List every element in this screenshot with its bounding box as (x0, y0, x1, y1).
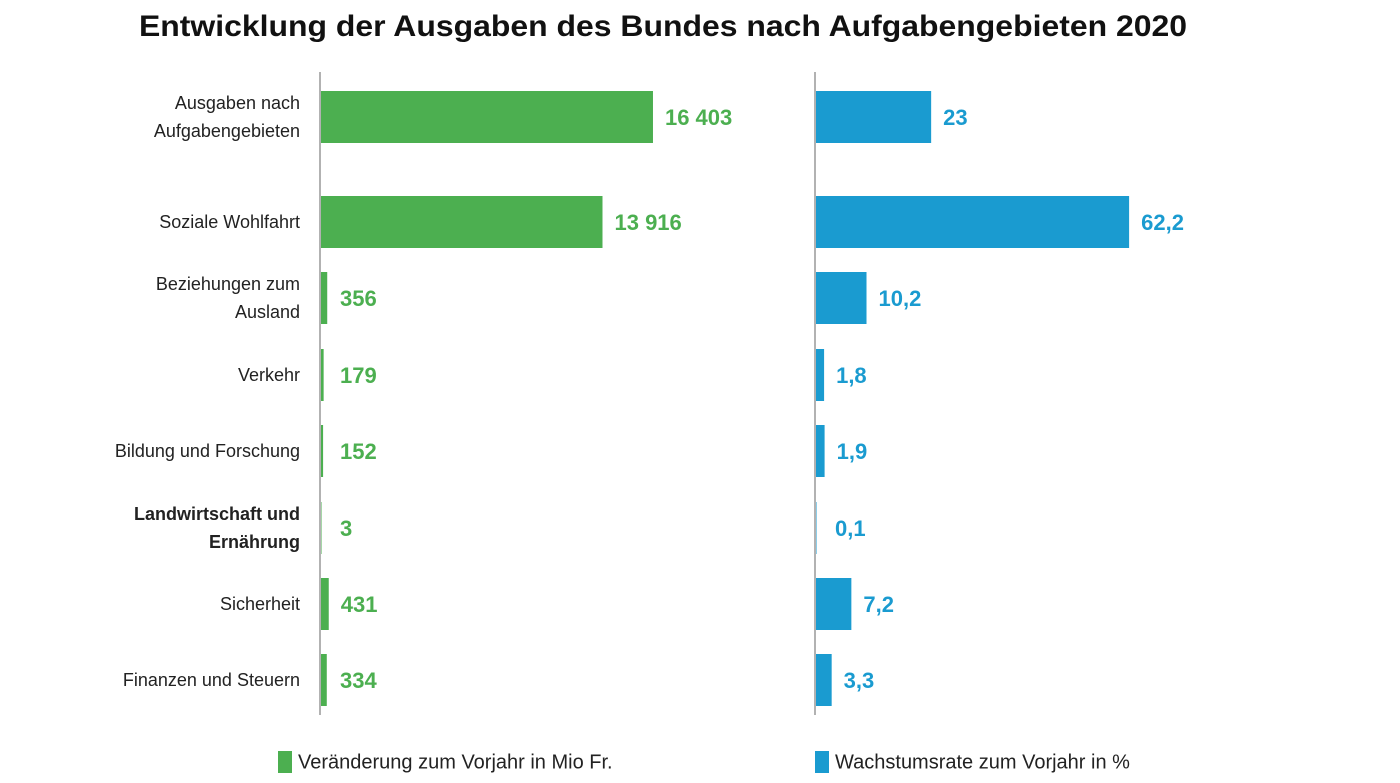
bar (321, 349, 324, 401)
value-label: 152 (340, 439, 377, 464)
bar (816, 502, 817, 554)
legend-swatch (278, 751, 292, 773)
value-label: 179 (340, 363, 377, 388)
bar (321, 654, 327, 706)
value-label: 16 403 (665, 105, 732, 130)
category-label: Soziale Wohlfahrt (159, 212, 300, 232)
value-label: 13 916 (614, 210, 681, 235)
value-label: 1,9 (837, 439, 868, 464)
bar (816, 196, 1130, 248)
category-label: Bildung und Forschung (114, 441, 300, 461)
legend-label: Veränderung zum Vorjahr in Mio Fr. (298, 751, 613, 773)
category-label: Landwirtschaft und Ernährung (134, 504, 300, 552)
bar (321, 196, 603, 248)
legend-label: Wachstumsrate zum Vorjahr in % (835, 751, 1130, 773)
bar (816, 425, 825, 477)
bar (321, 91, 653, 143)
category-label: Finanzen und Steuern (122, 670, 300, 690)
bar (816, 654, 832, 706)
value-label: 356 (340, 286, 377, 311)
bar (321, 425, 324, 477)
category-label: Ausgaben nach Aufgabengebieten (153, 93, 300, 141)
bar (816, 91, 932, 143)
value-label: 0,1 (835, 516, 866, 541)
bar (321, 272, 328, 324)
value-label: 23 (943, 105, 967, 130)
bar (816, 272, 867, 324)
value-label: 431 (341, 592, 378, 617)
bar (816, 578, 852, 630)
value-label: 10,2 (879, 286, 922, 311)
chart-title: Entwicklung der Ausgaben des Bundes nach… (139, 10, 1187, 43)
value-label: 3,3 (844, 668, 875, 693)
value-label: 1,8 (836, 363, 867, 388)
category-label: Beziehungen zum Ausland (155, 274, 300, 322)
value-label: 3 (340, 516, 352, 541)
legend-swatch (815, 751, 829, 773)
bar (321, 578, 329, 630)
value-label: 334 (340, 668, 377, 693)
value-label: 7,2 (863, 592, 894, 617)
bar (816, 349, 825, 401)
category-label: Verkehr (237, 365, 300, 385)
bar (321, 502, 322, 554)
category-label: Sicherheit (219, 594, 300, 614)
value-label: 62,2 (1141, 210, 1184, 235)
